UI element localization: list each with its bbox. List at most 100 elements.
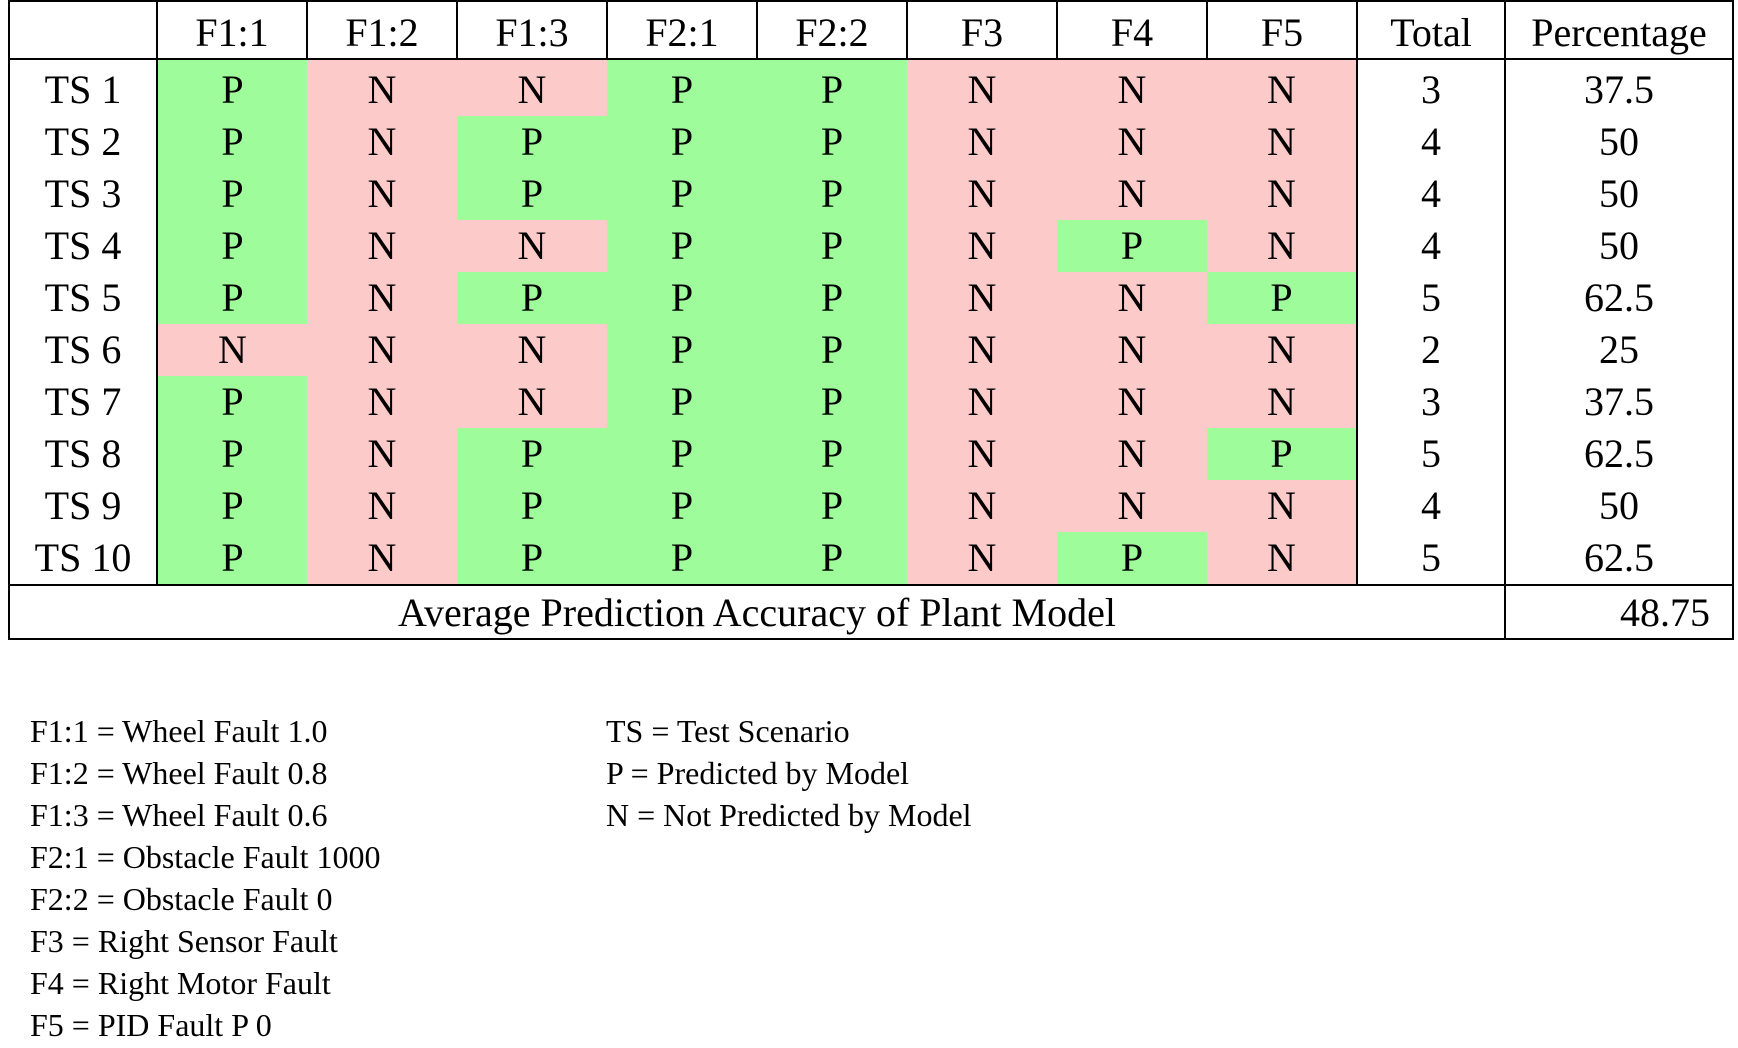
result-cell: N bbox=[1207, 168, 1357, 220]
table-row: TS 5 P N P P P N N P 5 62.5 bbox=[8, 272, 1734, 324]
result-cell: P bbox=[457, 116, 607, 168]
legend-item: N = Not Predicted by Model bbox=[606, 797, 972, 833]
result-cell: P bbox=[757, 428, 907, 480]
result-cell: P bbox=[1207, 428, 1357, 480]
row-label: TS 6 bbox=[8, 324, 158, 376]
row-label: TS 7 bbox=[8, 376, 158, 428]
result-cell: P bbox=[607, 220, 757, 272]
result-cell: P bbox=[757, 324, 907, 376]
row-label: TS 10 bbox=[8, 532, 158, 585]
header-cell-f2-1: F2:1 bbox=[606, 0, 758, 60]
header-cell-total: Total bbox=[1356, 0, 1506, 60]
result-cell: N bbox=[307, 376, 457, 428]
result-cell: P bbox=[457, 480, 607, 532]
legend-item: F1:1 = Wheel Fault 1.0 bbox=[30, 713, 328, 749]
table-row: TS 8 P N P P P N N P 5 62.5 bbox=[8, 428, 1734, 480]
average-row: Average Prediction Accuracy of Plant Mod… bbox=[8, 584, 1734, 640]
result-cell: P bbox=[1207, 272, 1357, 324]
result-cell: P bbox=[157, 116, 307, 168]
header-cell-f2-2: F2:2 bbox=[756, 0, 908, 60]
total-cell: 2 bbox=[1356, 324, 1506, 376]
legend-item: TS = Test Scenario bbox=[606, 713, 850, 749]
result-cell: P bbox=[1057, 532, 1207, 585]
result-cell: P bbox=[607, 532, 757, 585]
result-cell: P bbox=[157, 220, 307, 272]
percentage-cell: 50 bbox=[1505, 168, 1734, 220]
result-cell: N bbox=[307, 480, 457, 532]
result-cell: P bbox=[157, 59, 307, 116]
result-cell: N bbox=[907, 480, 1057, 532]
legend-item: F3 = Right Sensor Fault bbox=[30, 923, 338, 959]
result-cell: P bbox=[607, 480, 757, 532]
result-cell: N bbox=[457, 59, 607, 116]
result-cell: N bbox=[307, 428, 457, 480]
result-cell: N bbox=[907, 59, 1057, 116]
result-cell: N bbox=[307, 272, 457, 324]
result-cell: P bbox=[757, 376, 907, 428]
row-label: TS 2 bbox=[8, 116, 158, 168]
prediction-results-table: F1:1 F1:2 F1:3 F2:1 F2:2 F3 F4 F5 Total … bbox=[8, 0, 1734, 640]
percentage-cell: 50 bbox=[1505, 220, 1734, 272]
result-cell: N bbox=[907, 376, 1057, 428]
result-cell: P bbox=[607, 272, 757, 324]
result-cell: N bbox=[907, 428, 1057, 480]
result-cell: N bbox=[1057, 59, 1207, 116]
header-cell-f5: F5 bbox=[1206, 0, 1358, 60]
percentage-cell: 62.5 bbox=[1505, 272, 1734, 324]
result-cell: P bbox=[157, 532, 307, 585]
legend-item: F1:3 = Wheel Fault 0.6 bbox=[30, 797, 328, 833]
total-cell: 3 bbox=[1356, 376, 1506, 428]
row-label: TS 1 bbox=[8, 59, 158, 116]
result-cell: P bbox=[157, 272, 307, 324]
percentage-cell: 25 bbox=[1505, 324, 1734, 376]
result-cell: P bbox=[157, 376, 307, 428]
total-cell: 3 bbox=[1356, 59, 1506, 116]
percentage-cell: 37.5 bbox=[1505, 376, 1734, 428]
result-cell: P bbox=[157, 168, 307, 220]
result-cell: N bbox=[907, 272, 1057, 324]
legend-item: F2:2 = Obstacle Fault 0 bbox=[30, 881, 333, 917]
legend-item: F5 = PID Fault P 0 bbox=[30, 1007, 272, 1043]
result-cell: N bbox=[1057, 272, 1207, 324]
result-cell: P bbox=[757, 168, 907, 220]
percentage-cell: 62.5 bbox=[1505, 428, 1734, 480]
result-cell: N bbox=[1057, 168, 1207, 220]
table-row: TS 6 N N N P P N N N 2 25 bbox=[8, 324, 1734, 376]
table-row: TS 3 P N P P P N N N 4 50 bbox=[8, 168, 1734, 220]
result-cell: P bbox=[757, 59, 907, 116]
result-cell: P bbox=[457, 272, 607, 324]
total-cell: 4 bbox=[1356, 480, 1506, 532]
result-cell: N bbox=[457, 324, 607, 376]
result-cell: P bbox=[607, 168, 757, 220]
result-cell: N bbox=[1207, 376, 1357, 428]
percentage-cell: 50 bbox=[1505, 480, 1734, 532]
result-cell: P bbox=[457, 428, 607, 480]
result-cell: N bbox=[1207, 480, 1357, 532]
total-cell: 5 bbox=[1356, 532, 1506, 585]
result-cell: N bbox=[1207, 116, 1357, 168]
average-value: 48.75 bbox=[1504, 584, 1734, 640]
percentage-cell: 50 bbox=[1505, 116, 1734, 168]
result-cell: P bbox=[757, 272, 907, 324]
row-label: TS 5 bbox=[8, 272, 158, 324]
result-cell: N bbox=[307, 59, 457, 116]
result-cell: N bbox=[907, 168, 1057, 220]
abbreviation-legend: TS = Test Scenario P = Predicted by Model… bbox=[606, 710, 972, 836]
result-cell: N bbox=[1057, 116, 1207, 168]
header-cell-corner bbox=[8, 0, 158, 60]
result-cell: N bbox=[307, 220, 457, 272]
result-cell: P bbox=[757, 480, 907, 532]
header-row: F1:1 F1:2 F1:3 F2:1 F2:2 F3 F4 F5 Total … bbox=[8, 0, 1734, 60]
result-cell: P bbox=[607, 428, 757, 480]
total-cell: 5 bbox=[1356, 272, 1506, 324]
result-cell: P bbox=[607, 116, 757, 168]
result-cell: P bbox=[757, 220, 907, 272]
result-cell: P bbox=[157, 480, 307, 532]
table-row: TS 2 P N P P P N N N 4 50 bbox=[8, 116, 1734, 168]
row-label: TS 9 bbox=[8, 480, 158, 532]
total-cell: 4 bbox=[1356, 220, 1506, 272]
table-row: TS 10 P N P P P N P N 5 62.5 bbox=[8, 532, 1734, 585]
header-cell-f1-3: F1:3 bbox=[456, 0, 608, 60]
header-cell-f1-1: F1:1 bbox=[156, 0, 308, 60]
total-cell: 5 bbox=[1356, 428, 1506, 480]
